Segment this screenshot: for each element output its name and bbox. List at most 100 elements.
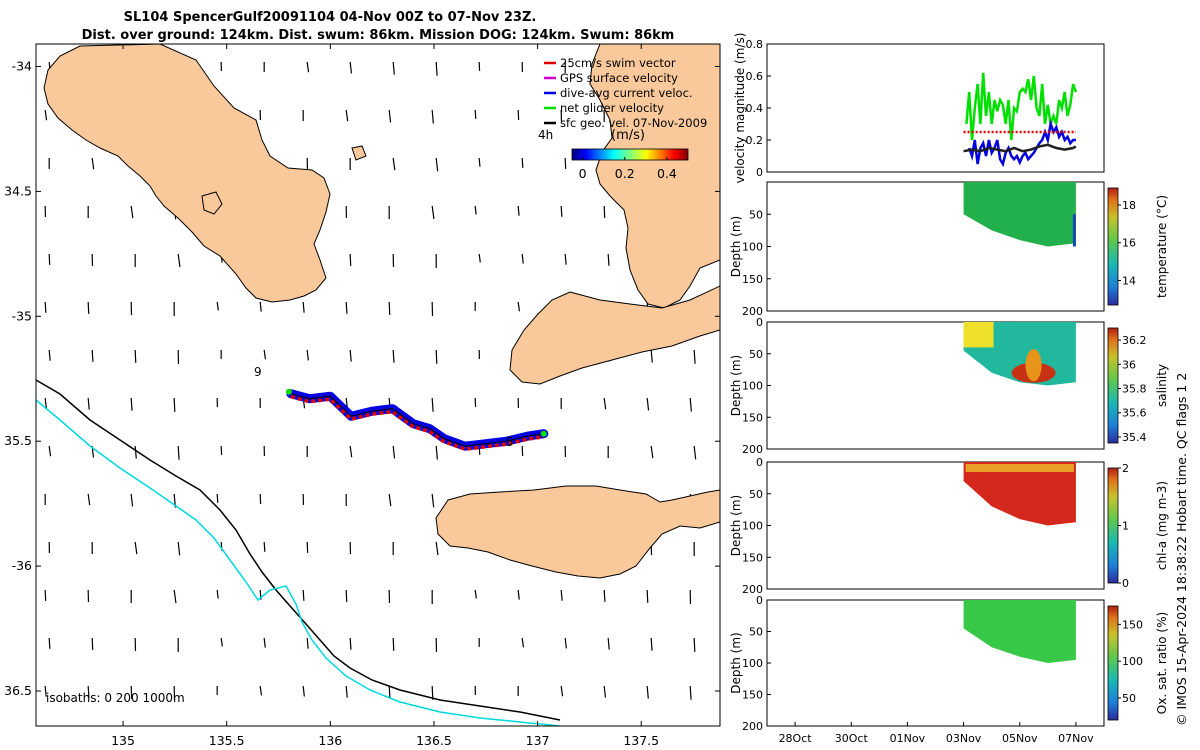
oxygen-ytick-label: 50 [749, 626, 763, 639]
sfc-velocity-arrow [388, 301, 391, 315]
isobath-1000m [36, 399, 561, 726]
sfc-velocity-arrow [517, 301, 521, 312]
sfc-velocity-arrow [177, 253, 181, 268]
oxygen-data-region [963, 600, 1076, 663]
sfc-velocity-arrow [345, 589, 348, 602]
chla-maximum-layer [975, 465, 1072, 504]
oxygen-colorbar-tick-label: 50 [1122, 692, 1136, 705]
net-glider-start-marker [285, 388, 292, 395]
salinity-ytick-label: 100 [742, 380, 763, 393]
time-xtick-label: 30Oct [835, 732, 869, 745]
sfc-velocity-arrow [646, 397, 650, 411]
salinity-ytick-label: 200 [742, 443, 763, 456]
sfc-velocity-arrow [345, 301, 348, 314]
sfc-velocity-arrow [134, 445, 137, 459]
sfc-velocity-arrow [521, 157, 524, 168]
sfc-velocity-arrow [44, 397, 47, 409]
salinity-plume [1025, 349, 1042, 382]
sfc-velocity-arrow [474, 205, 477, 215]
oxygen-colorbar-tick-label: 150 [1122, 618, 1143, 631]
sfc-velocity-arrow [177, 445, 180, 460]
sfc-velocity-arrow [259, 301, 262, 312]
sfc-velocity-arrow [302, 685, 305, 697]
salinity-colorbar-tick-label: 35.8 [1122, 383, 1147, 396]
sfc-velocity-arrow [607, 253, 610, 266]
island-small [351, 145, 367, 161]
sfc-velocity-arrow [306, 541, 309, 553]
sfc-velocity-arrow [306, 61, 310, 73]
map-waypoint-5: 5 [506, 435, 514, 449]
sfc-velocity-arrow [48, 445, 52, 457]
sfc-velocity-arrow [474, 109, 477, 119]
sfc-velocity-arrow [263, 349, 267, 360]
sfc-velocity-arrow [392, 157, 396, 171]
chla-surface-band [965, 464, 1074, 472]
velocity-ytick-label: 0.2 [746, 134, 764, 147]
sfc-velocity-arrow [431, 109, 434, 124]
sfc-velocity-arrow [392, 637, 395, 651]
temperature-ylabel: Depth (m) [729, 216, 743, 277]
salinity-colorbar-tick-label: 35.6 [1122, 407, 1147, 420]
colorbar-tick-label: 0 [579, 166, 587, 181]
sfc-velocity-arrow [130, 493, 134, 507]
sfc-velocity-arrow [349, 445, 353, 458]
velocity-ylabel: velocity magnitude (m/s) [733, 33, 747, 184]
sfc-velocity-arrow [689, 397, 692, 412]
sfc-velocity-arrow [87, 301, 90, 314]
chla-ytick-label: 50 [749, 488, 763, 501]
island-cluster [201, 191, 223, 215]
sfc-velocity-arrow [435, 541, 439, 556]
sfc-velocity-arrow [220, 637, 223, 647]
oxygen-ytick-label: 100 [742, 657, 763, 670]
sfc-velocity-arrow [603, 397, 607, 410]
sfc-velocity-arrow [134, 541, 138, 555]
chla-colorbar-tick-label: 2 [1122, 462, 1129, 475]
sfc-velocity-arrow [87, 397, 90, 410]
temperature-data-region [963, 182, 1076, 247]
sfc-velocity-arrow [689, 685, 692, 700]
temperature-panel: 50 100 150 200 Depth (m) 14 16 18 temperature (°… [729, 181, 1169, 318]
sfc-velocity-arrow [431, 397, 434, 412]
title-line-1: SL104 SpencerGulf20091104 04-Nov 00Z to … [124, 10, 537, 25]
sfc-velocity-arrow [435, 61, 438, 76]
sfc-velocity-arrow [48, 253, 51, 265]
velocity-ytick-label: 0.4 [746, 102, 764, 115]
sfc-velocity-arrow [388, 685, 391, 699]
velocity-ytick-label: 0.8 [746, 38, 764, 51]
sfc-velocity-arrow [474, 589, 477, 599]
salinity-colorbar-tick-label: 36 [1122, 358, 1136, 371]
temperature-colorbar-tick-label: 14 [1122, 274, 1136, 287]
oxygen-ytick-label: 200 [742, 720, 763, 733]
time-xtick-label: 05Nov [1002, 732, 1038, 745]
map-ytick-label: -36 [12, 558, 32, 573]
chla-ytick-label: 200 [742, 583, 763, 596]
legend-label: sfc geo. vel. 07-Nov-2009 [560, 116, 707, 130]
sfc-velocity-arrow [603, 205, 606, 218]
map-xtick-label: 136.5 [416, 733, 452, 748]
sfc-velocity-arrow [87, 493, 91, 506]
salinity-colorbar-tick-label: 36.2 [1122, 334, 1147, 347]
sfc-velocity-arrow [560, 205, 563, 217]
sfc-velocity-arrow [306, 349, 309, 361]
salinity-ytick-label: 50 [749, 348, 763, 361]
temperature-ytick-label: 150 [742, 273, 763, 286]
map-ytick-label: 34.5 [4, 183, 32, 198]
sfc-velocity-arrow [91, 637, 94, 650]
legend-label: dive-avg current veloc. [560, 86, 693, 100]
sfc-velocity-arrow [48, 349, 51, 361]
temperature-cold-edge [1072, 214, 1076, 247]
chla-panel: 0 50 100 150 200 Depth (m) 0 1 2 chl-a (mg m-3) [729, 456, 1169, 596]
sfc-velocity-arrow [521, 253, 524, 264]
map-xtick-label: 135 [111, 733, 135, 748]
sfc-velocity-arrow [44, 685, 47, 697]
oxygen-ytick-label: 0 [756, 594, 763, 607]
sfc-velocity-arrow [564, 253, 567, 265]
sfc-velocity-arrow [134, 349, 137, 363]
sfc-velocity-arrow [349, 253, 352, 266]
velocity-ytick-label: 0 [756, 166, 763, 179]
oxygen-colorbar-tick-label: 100 [1122, 655, 1143, 668]
salinity-ytick-label: 0 [756, 316, 763, 329]
land-north-east [589, 44, 720, 309]
